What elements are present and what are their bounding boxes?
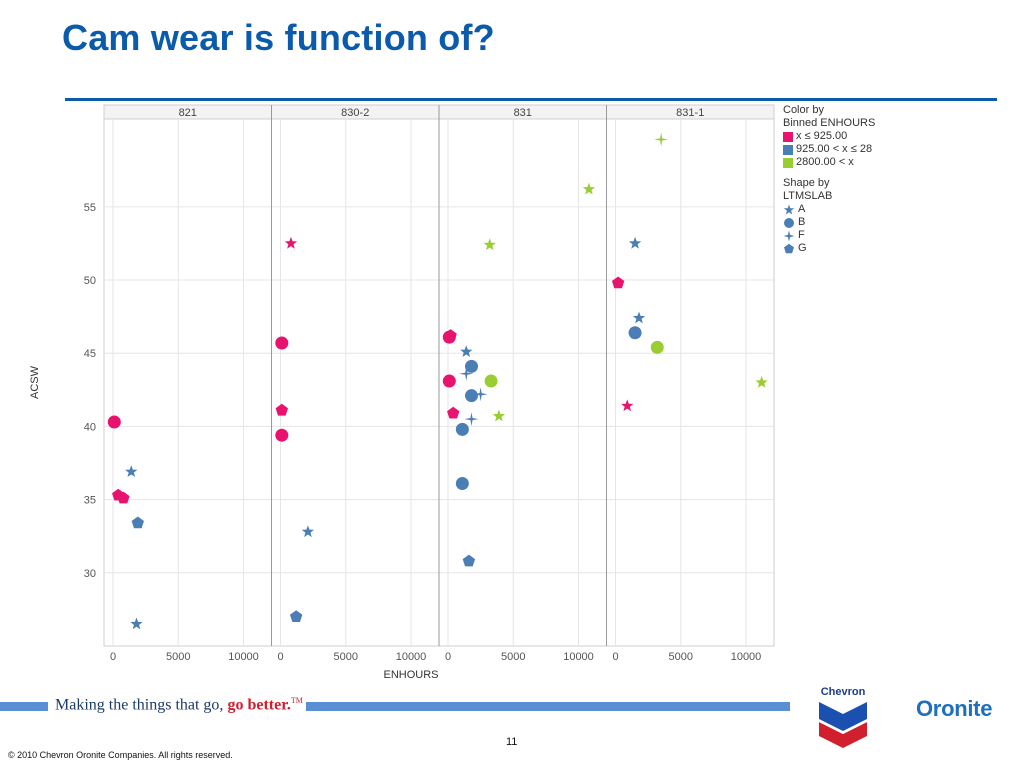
y-tick-label: 30	[84, 568, 96, 580]
legend-shape-title-line1: Shape by	[783, 177, 830, 189]
star-icon	[783, 204, 795, 214]
cross-star-icon	[783, 230, 795, 241]
slide-title: Cam wear is function of?	[62, 17, 495, 58]
scatter-chart: 30 35 40 45 50 55 ACSW 821 0 5000 10000 830-2 0 5000 1…	[29, 104, 775, 681]
data-point-circle	[455, 422, 469, 436]
x-tick-label: 5000	[166, 651, 190, 663]
x-tick-label: 0	[445, 651, 451, 663]
chevron-logo-icon	[819, 702, 867, 748]
data-point-pentagon	[117, 491, 130, 504]
title-divider	[65, 98, 997, 101]
y-tick-label: 45	[84, 348, 96, 360]
data-point-circle	[275, 428, 289, 442]
data-point-circle	[275, 336, 289, 350]
legend-shape-label: A	[798, 203, 806, 215]
x-tick-label: 10000	[228, 651, 259, 663]
data-point-pentagon	[275, 403, 288, 416]
x-axis-label: ENHOURS	[383, 669, 438, 681]
legend-shape-item[interactable]: A	[783, 203, 875, 216]
data-point-circle	[464, 359, 478, 373]
tagline: Making the things that go, go better.TM	[55, 696, 303, 714]
tagline-main: Making the things that go,	[55, 696, 228, 714]
y-tick-label: 35	[84, 495, 96, 507]
data-point-star	[492, 409, 506, 422]
x-tick-label: 5000	[669, 651, 693, 663]
footer-bar-left	[0, 702, 48, 711]
x-tick-label: 10000	[563, 651, 594, 663]
tagline-trademark: TM	[290, 696, 303, 705]
data-point-pentagon	[462, 554, 476, 567]
data-point-circle	[442, 330, 456, 344]
data-point-star	[284, 236, 298, 249]
legend-color-item[interactable]: 2800.00 < x	[783, 156, 875, 169]
data-point-pentagon	[611, 276, 625, 289]
x-tick-label: 10000	[731, 651, 762, 663]
x-tick-label: 5000	[501, 651, 525, 663]
pentagon-icon	[784, 243, 794, 253]
legend-shape-label: G	[798, 242, 807, 254]
legend-color-label: 2800.00 < x	[796, 156, 854, 168]
legend: Color by Binned ENHOURS x ≤ 925.00 925.0…	[783, 104, 875, 255]
legend-shape-item[interactable]: F	[783, 229, 875, 242]
data-point-star	[632, 311, 646, 324]
page-number: 11	[506, 736, 518, 748]
oronite-logo-text: Oronite	[916, 696, 993, 721]
data-point-cross-star	[654, 132, 669, 147]
footer-bar-right	[306, 702, 790, 711]
data-point-star	[621, 399, 634, 412]
circle-icon	[784, 217, 794, 228]
data-point-circle	[455, 477, 469, 491]
panel-header-label: 831	[514, 107, 532, 119]
data-point-pentagon	[447, 406, 460, 419]
data-point-star	[130, 617, 143, 630]
legend-color-label: 925.00 < x ≤ 28	[796, 143, 873, 155]
panel-header-label: 830-2	[341, 107, 369, 119]
data-point-star	[628, 236, 642, 249]
data-point-cross-star	[464, 412, 479, 427]
legend-swatch-green	[783, 157, 793, 168]
legend-shape-item[interactable]: G	[783, 242, 875, 255]
legend-shape-label: B	[798, 216, 806, 228]
data-point-circle	[650, 340, 664, 354]
legend-color-item[interactable]: 925.00 < x ≤ 28	[783, 143, 875, 156]
data-point-star	[582, 182, 596, 195]
tagline-accent: go better.	[227, 696, 291, 714]
x-tick-label: 0	[612, 651, 618, 663]
legend-shape-title-line2: LTMSLAB	[783, 190, 833, 202]
legend-shape-item[interactable]: B	[783, 216, 875, 229]
data-point-circle	[442, 374, 456, 388]
x-tick-label: 0	[277, 651, 283, 663]
data-point-star	[755, 376, 768, 388]
legend-shape-label: F	[798, 229, 805, 241]
x-tick-label: 10000	[396, 651, 427, 663]
y-tick-label: 50	[84, 275, 96, 287]
legend-color-title-line1: Color by	[783, 104, 824, 116]
data-point-pentagon	[289, 610, 303, 622]
legend-swatch-pink	[783, 131, 793, 142]
data-point-star	[460, 345, 473, 358]
panel-header-label: 831-1	[676, 107, 704, 119]
data-point-star	[125, 465, 138, 478]
data-point-star	[483, 238, 496, 251]
x-tick-label: 0	[110, 651, 116, 663]
y-axis-label: ACSW	[29, 365, 41, 399]
y-tick-label: 40	[84, 421, 96, 433]
legend-color-item[interactable]: x ≤ 925.00	[783, 130, 875, 143]
data-point-pentagon	[131, 516, 144, 529]
data-point-cross-star	[473, 387, 488, 402]
legend-color-title-line2: Binned ENHOURS	[783, 117, 876, 129]
data-point-circle	[628, 326, 642, 340]
panel-header-label: 821	[179, 107, 197, 119]
data-point-circle	[464, 389, 478, 403]
data-point-circle	[484, 374, 498, 388]
data-point-circle	[107, 415, 121, 429]
data-point-star	[301, 525, 315, 538]
data-point-cross-star	[459, 366, 474, 381]
copyright: © 2010 Chevron Oronite Companies. All ri…	[8, 750, 233, 760]
y-tick-label: 55	[84, 202, 96, 214]
x-tick-label: 5000	[334, 651, 358, 663]
legend-swatch-blue	[783, 144, 793, 155]
chevron-brand-text: Chevron	[820, 686, 866, 698]
legend-color-label: x ≤ 925.00	[796, 130, 848, 142]
